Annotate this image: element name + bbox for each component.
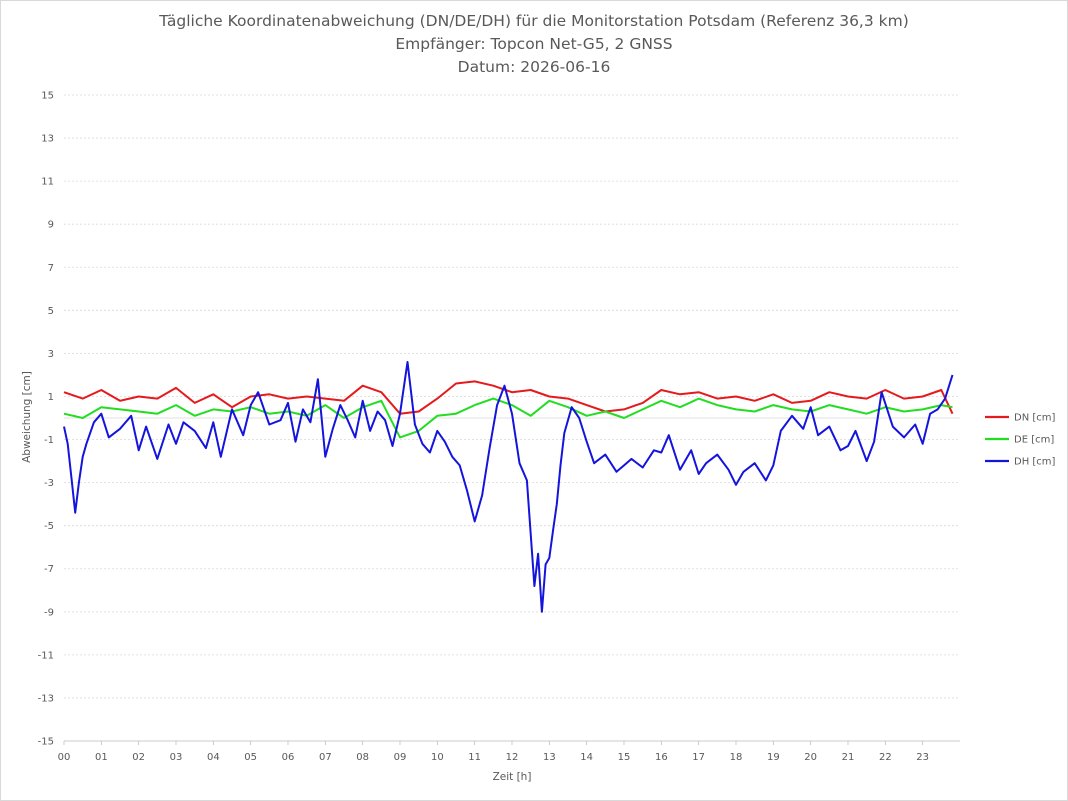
x-tick-label: 16 [655, 752, 668, 763]
grid-lines [64, 94, 960, 742]
y-tick-label: -3 [44, 478, 54, 489]
x-tick-label: 15 [618, 752, 631, 763]
x-tick-label: 01 [95, 752, 108, 763]
x-tick-label: 07 [319, 752, 332, 763]
x-tick-label: 18 [730, 752, 743, 763]
x-tick-label: 13 [543, 752, 556, 763]
series-line-de [63, 397, 953, 439]
x-tick-label: 14 [580, 752, 593, 763]
x-tick-label: 21 [842, 752, 855, 763]
x-tick-label: 17 [692, 752, 705, 763]
y-tick-label: 3 [48, 349, 54, 360]
y-tick-label: -13 [38, 693, 54, 704]
x-tick-label: 02 [132, 752, 145, 763]
data-series [63, 361, 954, 613]
y-axis-title: Abweichung [cm] [21, 371, 33, 463]
x-tick-label: 10 [431, 752, 444, 763]
chart-title: Tägliche Koordinatenabweichung (DN/DE/DH… [159, 12, 909, 30]
x-tick-label: 03 [170, 752, 183, 763]
legend-label: DE [cm] [1014, 435, 1054, 446]
y-tick-label: 15 [41, 91, 54, 102]
y-tick-label: 13 [41, 134, 54, 145]
y-tick-label: -9 [44, 607, 54, 618]
legend: DN [cm] DE [cm] DH [cm] [985, 413, 1056, 468]
x-tick-label: 09 [394, 752, 407, 763]
x-tick-label: 19 [767, 752, 780, 763]
x-tick-label: 23 [916, 752, 929, 763]
x-axis-title: Zeit [h] [493, 771, 532, 783]
x-tick-label: 11 [468, 752, 481, 763]
y-tick-label: 1 [48, 392, 54, 403]
y-tick-label: 5 [48, 306, 54, 317]
y-tick-label: 11 [41, 177, 54, 188]
chart-date: Datum: 2026-06-16 [457, 58, 611, 76]
x-tick-label: 05 [244, 752, 257, 763]
x-axis-ticks: 00 01 02 03 04 05 06 07 08 09 10 11 12 13 14 15 16 17 18 19… [58, 740, 960, 763]
y-tick-label: -1 [44, 435, 54, 446]
y-tick-label: -15 [38, 737, 54, 748]
x-tick-label: 22 [879, 752, 892, 763]
y-axis-ticks: 15 13 11 9 7 5 3 1 -1 -3 -5 -7 -9 -11 -13 -15 [38, 91, 54, 748]
chart-subtitle: Empfänger: Topcon Net-G5, 2 GNSS [395, 35, 673, 53]
legend-label: DH [cm] [1014, 457, 1056, 468]
y-tick-label: 9 [48, 220, 54, 231]
series-line-dn [63, 380, 954, 415]
y-tick-label: 7 [48, 263, 54, 274]
x-tick-label: 06 [282, 752, 295, 763]
x-tick-label: 12 [506, 752, 519, 763]
y-tick-label: -11 [38, 650, 54, 661]
y-tick-label: -7 [44, 564, 54, 575]
x-tick-label: 20 [804, 752, 817, 763]
legend-label: DN [cm] [1014, 413, 1056, 424]
x-tick-label: 00 [58, 752, 71, 763]
x-tick-label: 04 [207, 752, 220, 763]
x-tick-label: 08 [356, 752, 369, 763]
y-tick-label: -5 [44, 521, 54, 532]
series-line-dh [63, 361, 954, 613]
